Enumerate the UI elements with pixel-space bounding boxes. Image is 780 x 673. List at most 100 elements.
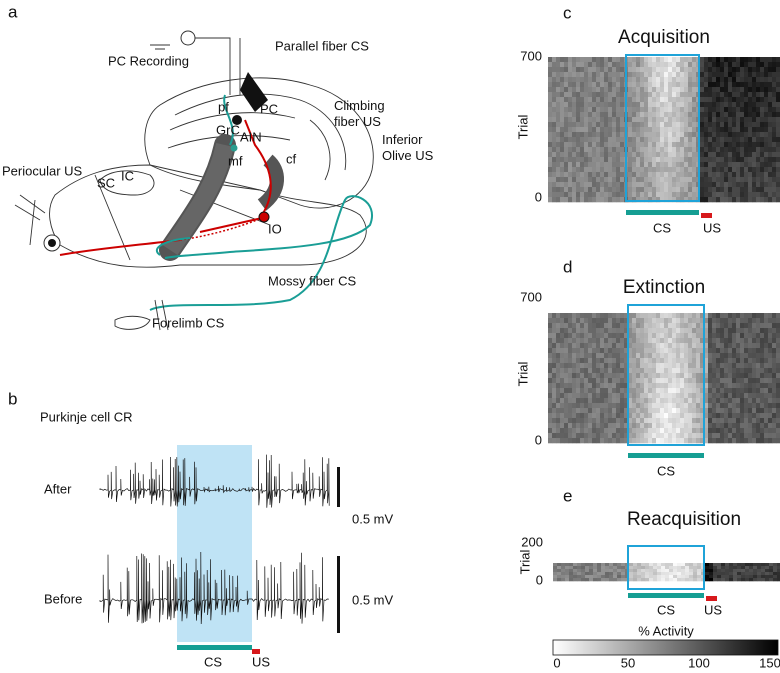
heatmap-cell: [689, 569, 693, 572]
heatmap-cell: [560, 388, 564, 393]
heatmap-cell: [584, 333, 588, 338]
heatmap-cell: [724, 92, 728, 97]
heatmap-cell: [748, 182, 752, 187]
heatmap-cell: [708, 318, 712, 323]
heatmap-cell: [616, 197, 620, 202]
heatmap-cell: [764, 122, 768, 127]
heatmap-cell: [605, 572, 609, 575]
heatmap-cell: [620, 333, 624, 338]
heatmap-cell: [680, 338, 684, 343]
heatmap-cell: [720, 403, 724, 408]
heatmap-cell: [592, 398, 596, 403]
heatmap-cell: [716, 157, 720, 162]
heatmap-cell: [560, 418, 564, 423]
heatmap-cell: [648, 162, 652, 167]
heatmap-cell: [592, 167, 596, 172]
heatmap-cell: [700, 157, 704, 162]
heatmap-cell: [708, 142, 712, 147]
heatmap-cell: [592, 97, 596, 102]
heatmap-cell: [752, 388, 756, 393]
heatmap-cell: [592, 433, 596, 438]
heatmap-cell: [732, 167, 736, 172]
heatmap-cell: [720, 393, 724, 398]
heatmap-cell: [588, 182, 592, 187]
heatmap-cell: [776, 348, 780, 353]
heatmap-cell: [752, 418, 756, 423]
heatmap-cell: [660, 142, 664, 147]
heatmap-cell: [724, 333, 728, 338]
heatmap-cell: [704, 107, 708, 112]
heatmap-cell: [748, 82, 752, 87]
heatmap-cell: [584, 102, 588, 107]
heatmap-cell: [768, 157, 772, 162]
heatmap-cell: [548, 172, 552, 177]
heatmap-cell: [684, 348, 688, 353]
heatmap-cell: [696, 383, 700, 388]
heatmap-cell: [744, 368, 748, 373]
heatmap-cell: [700, 142, 704, 147]
heatmap-cell: [600, 172, 604, 177]
heatmap-cell: [720, 318, 724, 323]
heatmap-cell: [633, 563, 637, 566]
heatmap-cell: [581, 572, 585, 575]
heatmap-cell: [572, 187, 576, 192]
heatmap-cell: [692, 72, 696, 77]
heatmap-cell: [716, 97, 720, 102]
heatmap-cell: [584, 187, 588, 192]
heatmap-cell: [580, 157, 584, 162]
heatmap-cell: [652, 373, 656, 378]
heatmap-cell: [728, 187, 732, 192]
heatmap-cell: [768, 328, 772, 333]
heatmap-cell: [732, 157, 736, 162]
heatmap-cell: [748, 403, 752, 408]
heatmap-cell: [700, 182, 704, 187]
heatmap-cell: [732, 152, 736, 157]
heatmap-cell: [596, 378, 600, 383]
heatmap-cell: [588, 167, 592, 172]
heatmap-cell: [732, 102, 736, 107]
heatmap-cell: [560, 348, 564, 353]
heatmap-cell: [620, 152, 624, 157]
heatmap-cell: [728, 177, 732, 182]
heatmap-cell: [748, 197, 752, 202]
heatmap-cell: [700, 167, 704, 172]
heatmap-cell: [564, 142, 568, 147]
heatmap-cell: [656, 77, 660, 82]
heatmap-cell: [608, 82, 612, 87]
heatmap-cell: [644, 318, 648, 323]
heatmap-cell: [609, 569, 613, 572]
heatmap-cell: [612, 413, 616, 418]
heatmap-cell: [668, 333, 672, 338]
heatmap-cell: [676, 122, 680, 127]
heatmap-cell: [760, 353, 764, 358]
heatmap-cell: [696, 353, 700, 358]
heatmap-cell: [652, 433, 656, 438]
heatmap-cell: [728, 318, 732, 323]
heatmap-cell: [628, 77, 632, 82]
heatmap-cell: [716, 418, 720, 423]
heatmap-cell: [720, 67, 724, 72]
heatmap-cell: [756, 368, 760, 373]
heatmap-cell: [676, 192, 680, 197]
heatmap-cell: [696, 428, 700, 433]
heatmap-cell: [645, 563, 649, 566]
heatmap-cell: [725, 569, 729, 572]
heatmap-cell: [728, 428, 732, 433]
heatmap-cell: [600, 167, 604, 172]
heatmap-cell: [688, 423, 692, 428]
heatmap-cell: [756, 92, 760, 97]
heatmap-cell: [669, 569, 673, 572]
heatmap-cell: [664, 343, 668, 348]
heatmap-cell: [673, 578, 677, 581]
heatmap-cell: [648, 378, 652, 383]
heatmap-cell: [648, 182, 652, 187]
heatmap-cell: [756, 67, 760, 72]
heatmap-cell: [632, 182, 636, 187]
heatmap-cell: [768, 92, 772, 97]
heatmap-cell: [700, 127, 704, 132]
heatmap-cell: [632, 122, 636, 127]
heatmap-cell: [648, 177, 652, 182]
heatmap-cell: [752, 177, 756, 182]
heatmap-cell: [756, 413, 760, 418]
heatmap-cell: [676, 112, 680, 117]
